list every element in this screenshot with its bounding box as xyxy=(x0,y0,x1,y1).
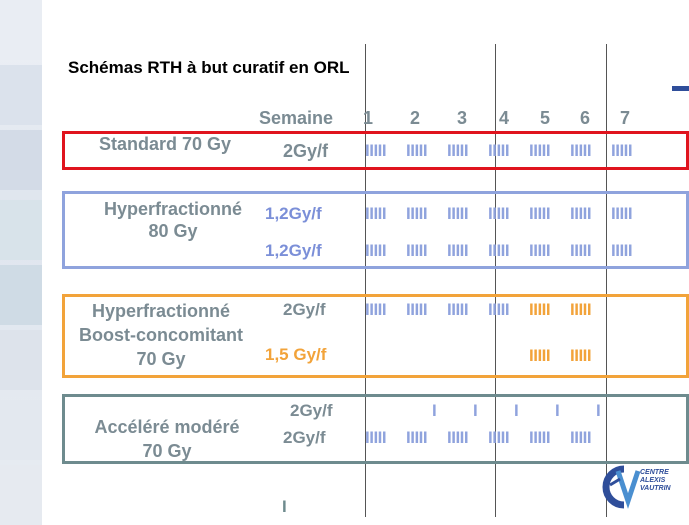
fraction-ticks: IIIII xyxy=(365,141,387,160)
fraction-ticks: IIIII xyxy=(529,346,551,365)
fraction-ticks: IIIII xyxy=(365,241,387,260)
boost-schema-name: Hyperfractionné Boost-concomitant 70 Gy xyxy=(62,299,260,371)
fraction-ticks: IIIII xyxy=(529,241,551,260)
boost-dose-1: 2Gy/f xyxy=(283,300,326,319)
fraction-ticks: IIIII xyxy=(529,204,551,223)
week-divider-7 xyxy=(606,44,607,517)
week-divider-1 xyxy=(365,44,366,517)
week-number: 7 xyxy=(620,108,631,128)
fraction-ticks: IIIII xyxy=(406,241,428,260)
fraction-ticks: IIIII xyxy=(406,300,428,319)
fraction-ticks: IIIII xyxy=(529,428,551,447)
week-number: 2 xyxy=(410,108,421,128)
fraction-ticks: IIIII xyxy=(365,300,387,319)
fraction-ticks: IIIII xyxy=(488,300,510,319)
fraction-ticks: IIIII xyxy=(406,204,428,223)
corner-dash xyxy=(672,86,689,91)
logo-text: CENTRE xyxy=(640,469,669,476)
week-divider-4 xyxy=(495,44,496,517)
logo-text: ALEXIS xyxy=(640,477,666,484)
fraction-ticks: IIIII xyxy=(529,141,551,160)
standard-schema-box xyxy=(62,131,689,170)
name-line: Hyperfractionné xyxy=(103,199,243,219)
fraction-ticks: IIIII xyxy=(447,241,469,260)
fraction-ticks: IIIII xyxy=(488,428,510,447)
fraction-ticks: IIIII xyxy=(365,428,387,447)
fraction-ticks: IIIII xyxy=(406,428,428,447)
fraction-ticks: I xyxy=(432,401,437,420)
fraction-ticks: IIIII xyxy=(447,141,469,160)
logo-mark-icon xyxy=(602,465,641,509)
fraction-ticks: IIIII xyxy=(447,300,469,319)
week-number: 1 xyxy=(363,108,374,128)
fraction-ticks: IIIII xyxy=(611,204,633,223)
accelere-dose-2: 2Gy/f xyxy=(283,428,326,447)
footer-tick: I xyxy=(282,497,287,516)
fraction-ticks: IIIII xyxy=(447,204,469,223)
page-title: Schémas RTH à but curatif en ORL xyxy=(68,58,350,77)
fraction-ticks: IIIII xyxy=(570,300,592,319)
fraction-ticks: IIIII xyxy=(611,141,633,160)
fraction-ticks: I xyxy=(473,401,478,420)
fraction-ticks: I xyxy=(596,401,601,420)
fraction-ticks: IIIII xyxy=(406,141,428,160)
hyperfractionne-schema-name: Hyperfractionné 80 Gy xyxy=(88,198,258,242)
fraction-ticks: IIIII xyxy=(365,204,387,223)
fraction-ticks: IIIII xyxy=(570,141,592,160)
fraction-ticks: IIIII xyxy=(529,300,551,319)
logo-text: VAUTRIN xyxy=(640,485,671,492)
name-line: Hyperfractionné xyxy=(91,301,231,321)
fraction-ticks: IIIII xyxy=(570,428,592,447)
boost-dose-2: 1,5 Gy/f xyxy=(265,345,327,364)
accelere-schema-box xyxy=(62,394,689,464)
week-number: 3 xyxy=(457,108,468,128)
fraction-ticks: IIIII xyxy=(570,204,592,223)
fraction-ticks: IIIII xyxy=(488,204,510,223)
name-line: 80 Gy xyxy=(148,221,198,241)
standard-dose: 2Gy/f xyxy=(283,141,329,161)
fraction-ticks: IIIII xyxy=(570,346,592,365)
week-number: 6 xyxy=(580,108,591,128)
week-label: Semaine xyxy=(259,108,334,128)
week-number: 4 xyxy=(499,108,510,128)
week-number: 5 xyxy=(540,108,551,128)
fraction-ticks: I xyxy=(514,401,519,420)
name-line: Accéléré modéré xyxy=(94,417,240,437)
centre-alexis-vautrin-logo: CENTRE ALEXIS VAUTRIN xyxy=(598,461,680,511)
name-line: 70 Gy xyxy=(136,349,186,369)
name-line: 70 Gy xyxy=(142,441,192,461)
fraction-ticks: IIIII xyxy=(570,241,592,260)
hyperfractionne-dose-2: 1,2Gy/f xyxy=(265,241,322,260)
standard-schema-name: Standard 70 Gy xyxy=(99,134,232,154)
fraction-ticks: IIIII xyxy=(611,241,633,260)
accelere-dose-1: 2Gy/f xyxy=(290,401,333,420)
decorative-sidebar xyxy=(0,0,42,525)
hyperfractionne-schema-box xyxy=(62,191,689,269)
name-line: Boost-concomitant xyxy=(79,325,243,345)
fraction-ticks: I xyxy=(555,401,560,420)
boost-schema-box xyxy=(62,294,689,378)
fraction-ticks: IIIII xyxy=(447,428,469,447)
fraction-ticks: IIIII xyxy=(488,241,510,260)
fraction-ticks: IIIII xyxy=(488,141,510,160)
accelere-schema-name: Accéléré modéré 70 Gy xyxy=(72,415,262,463)
hyperfractionne-dose-1: 1,2Gy/f xyxy=(265,204,322,223)
